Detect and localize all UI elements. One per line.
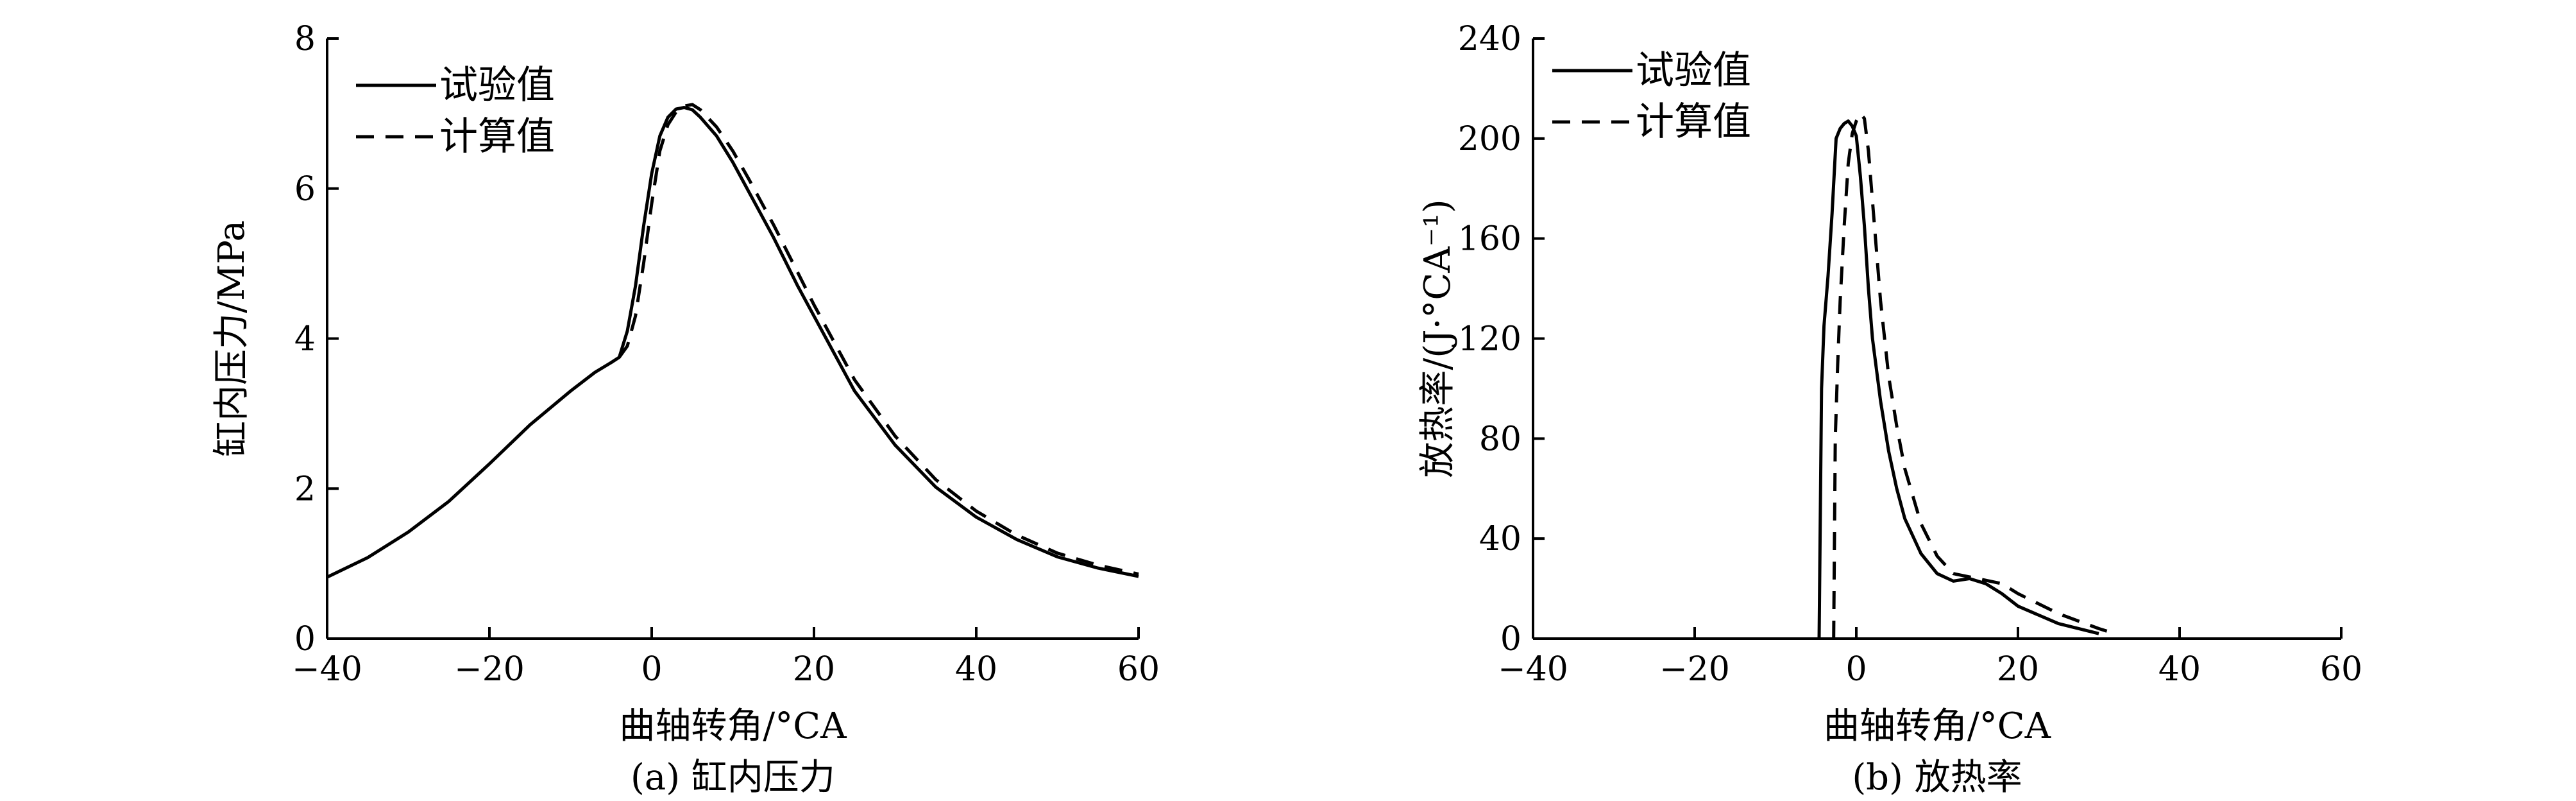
panel-b-y-tick-label: 0	[1500, 620, 1521, 659]
panel-a-y-tick-label: 0	[294, 620, 316, 659]
panel-b-y-axis-title: 放热率/(J·°CA⁻¹)	[1417, 199, 1459, 478]
panel-b-series-line-0	[1817, 119, 2099, 639]
panel-b-y-tick-label: 160	[1458, 220, 1521, 259]
panel-b-y-tick-label: 120	[1458, 320, 1521, 359]
panel-b-legend-label-0: 试验值	[1636, 48, 1751, 93]
panel-b-x-tick-label: 20	[1997, 650, 2039, 689]
panel-b-y-tick-label: 40	[1479, 520, 1521, 558]
panel-b-y-tick-label: 240	[1458, 20, 1521, 58]
panel-a-y-tick-label: 2	[294, 470, 316, 508]
panel-b-y-tick-label: 80	[1479, 420, 1521, 458]
panel-b-x-axis-title: 曲轴转角/°CA	[1824, 705, 2051, 747]
panel-a-y-tick-label: 6	[294, 170, 316, 209]
panel-a-caption: (a) 缸内压力	[631, 757, 835, 798]
panel-b-x-tick-label: 0	[1845, 650, 1867, 689]
panel-a-legend-label-0: 试验值	[439, 63, 555, 108]
panel-a-x-tick-label: −20	[454, 650, 525, 689]
panel-b-x-tick-label: 40	[2158, 650, 2201, 689]
panel-a-y-tick-label: 4	[294, 320, 316, 359]
panel-a-legend-label-1: 计算值	[439, 114, 555, 159]
panel-a-x-tick-label: 40	[955, 650, 997, 689]
panel-a-x-tick-label: 0	[641, 650, 662, 689]
panel-b-y-tick-label: 200	[1458, 120, 1521, 159]
panel-b-caption: (b) 放热率	[1852, 757, 2022, 798]
panel-a-y-axis-title: 缸内压力/MPa	[211, 220, 253, 457]
panel-b-legend-label-1: 计算值	[1636, 99, 1751, 144]
panel-b-x-tick-label: 60	[2320, 650, 2362, 689]
panel-b-x-tick-label: −40	[1498, 650, 1568, 689]
panel-b-heat-release-rate: 放热率/(J·°CA⁻¹) 曲轴转角/°CA (b) 放热率 试验值 计算值 −…	[1417, 20, 2362, 798]
panel-a-y-tick-label: 8	[294, 20, 316, 58]
panel-a-x-axis-title: 曲轴转角/°CA	[619, 705, 847, 747]
panel-a-x-tick-label: −40	[292, 650, 362, 689]
panel-b-x-tick-label: −20	[1659, 650, 1730, 689]
panel-a-x-tick-label: 20	[793, 650, 835, 689]
panel-a-x-tick-label: 60	[1117, 650, 1160, 689]
panel-a-series-line-1	[618, 103, 1139, 576]
panel-a-series-line-0	[326, 106, 1139, 579]
panel-b-series-line-1	[1832, 112, 2108, 639]
panel-a-cylinder-pressure: 缸内压力/MPa 曲轴转角/°CA (a) 缸内压力 试验值 计算值 −40 −2…	[211, 20, 1160, 798]
